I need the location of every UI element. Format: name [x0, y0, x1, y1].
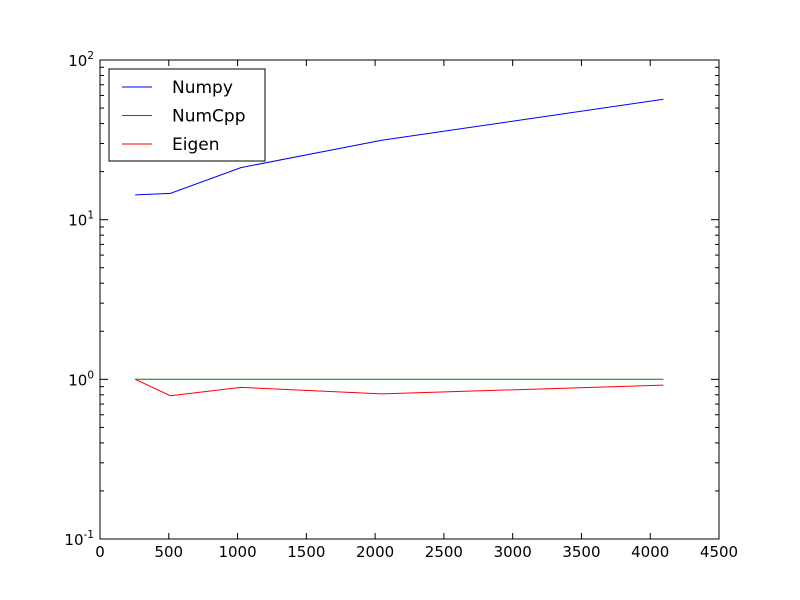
legend-label: NumCpp: [172, 107, 246, 127]
legend-label: Eigen: [172, 135, 220, 155]
x-tick-label: 2000: [356, 543, 394, 561]
plot-frame: [99, 59, 720, 540]
y-tick-label: 102: [68, 50, 94, 70]
x-tick-label: 1500: [287, 543, 325, 561]
series-line-numpy: [135, 98, 664, 196]
y-tick-label: 100: [68, 369, 94, 389]
x-tick-label: 0: [95, 543, 105, 561]
x-tick-label: 4000: [631, 543, 669, 561]
series-lines: [134, 98, 664, 397]
x-tick-label: 3000: [494, 543, 532, 561]
series-line-eigen: [134, 378, 664, 397]
axis-tick-labels: 0 500 1000 1500 2000 2500 3000 3500 4000 4500 10-1…: [64, 50, 738, 561]
x-tick-label: 3500: [562, 543, 600, 561]
legend-label: Numpy: [172, 78, 233, 98]
x-tick-label: 4500: [700, 543, 738, 561]
y-tick-label: 10-1: [64, 529, 94, 549]
x-tick-label: 500: [154, 543, 183, 561]
x-tick-label: 2500: [425, 543, 463, 561]
x-tick-label: 1000: [218, 543, 256, 561]
y-tick-label: 101: [68, 210, 94, 230]
legend: Numpy NumCpp Eigen: [108, 68, 266, 162]
